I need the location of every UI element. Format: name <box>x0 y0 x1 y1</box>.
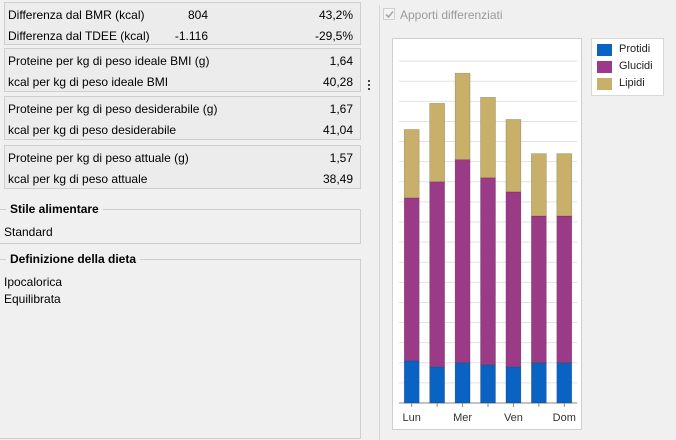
bar-glucidi-mar <box>429 181 445 368</box>
bar-protidi-mar <box>429 366 445 404</box>
attuale-protein-value: 1,57 <box>329 151 353 165</box>
bar-lipidi-ven <box>505 119 522 193</box>
bar-protidi-lun <box>403 360 420 404</box>
bar-lipidi-mar <box>429 103 445 183</box>
legend-swatch-protidi <box>597 44 612 56</box>
bar-glucidi-sab <box>531 215 547 364</box>
x-tick-label: Dom <box>553 412 576 424</box>
bar-protidi-dom <box>556 362 573 404</box>
apporti-checkbox[interactable] <box>383 8 395 20</box>
chart-frame: Lun Mer Ven Dom <box>392 38 582 430</box>
desid-protein-value: 1,67 <box>329 102 353 116</box>
check-icon <box>385 10 394 19</box>
bmr-diff-percent: 43,2% <box>318 8 353 22</box>
legend-swatch-lipidi <box>597 78 612 90</box>
attuale-kcal-value: 38,49 <box>322 172 353 186</box>
bar-glucidi-lun <box>403 197 420 362</box>
bmi-protein-label: Proteine per kg di peso ideale BMI (g) <box>8 54 210 68</box>
x-tick-label: Mer <box>453 412 472 424</box>
tdee-diff-row: Differenza dal TDEE (kcal) -1.116 -29,5% <box>5 25 360 46</box>
bar-glucidi-dom <box>556 215 573 364</box>
desid-kcal-row: kcal per kg di peso desiderabile 41,04 <box>5 119 360 140</box>
bar-protidi-ven <box>505 366 522 404</box>
legend-label-protidi: Protidi <box>619 43 651 55</box>
desid-protein-label: Proteine per kg di peso desiderabile (g) <box>8 102 218 116</box>
legend-label-lipidi: Lipidi <box>619 77 645 89</box>
bar-lipidi-dom <box>556 153 573 217</box>
bar-protidi-sab <box>531 362 547 404</box>
bmi-kcal-row: kcal per kg di peso ideale BMI 40,28 <box>5 71 360 92</box>
bar-lipidi-sab <box>531 153 547 217</box>
stacked-bar-chart: Lun Mer Ven Dom <box>399 60 577 424</box>
stile-alimentare-value: Standard <box>4 225 53 239</box>
stile-alimentare-group: Stile alimentare Standard <box>0 202 361 244</box>
chart-legend: Protidi Glucidi Lipidi <box>591 38 664 96</box>
bar-protidi-gio <box>480 364 496 404</box>
right-panel: Apporti differenziati <box>379 5 676 440</box>
tdee-diff-kcal: -1.116 <box>174 29 208 43</box>
desid-kcal-value: 41,04 <box>322 123 353 137</box>
bmr-diff-kcal: 804 <box>187 8 208 22</box>
x-tick-label: Ven <box>504 412 523 424</box>
attuale-protein-row: Proteine per kg di peso attuale (g) 1,57 <box>5 147 360 168</box>
attuale-protein-label: Proteine per kg di peso attuale (g) <box>8 151 189 165</box>
dieta-line-2: Equilibrata <box>4 292 61 306</box>
bmi-kcal-value: 40,28 <box>322 75 353 89</box>
apporti-label: Apporti differenziati <box>400 8 503 22</box>
bar-lipidi-mer <box>454 72 471 160</box>
bmi-protein-row: Proteine per kg di peso ideale BMI (g) 1… <box>5 50 360 71</box>
bar-glucidi-gio <box>480 177 496 366</box>
bmr-tdee-box: Differenza dal BMR (kcal) 804 43,2% Diff… <box>4 2 361 45</box>
attuale-kcal-label: kcal per kg di peso attuale <box>8 172 148 186</box>
attuale-box: Proteine per kg di peso attuale (g) 1,57… <box>4 145 361 189</box>
bar-glucidi-mer <box>454 159 471 364</box>
bar-lipidi-lun <box>403 129 420 199</box>
attuale-kcal-row: kcal per kg di peso attuale 38,49 <box>5 168 360 189</box>
stile-alimentare-title: Stile alimentare <box>6 202 103 216</box>
tdee-diff-percent: -29,5% <box>314 29 353 43</box>
dieta-line-1: Ipocalorica <box>4 275 63 289</box>
definizione-dieta-title: Definizione della dieta <box>6 252 141 266</box>
splitter-handle[interactable] <box>368 78 372 92</box>
bmi-protein-value: 1,64 <box>329 54 353 68</box>
bmr-diff-row: Differenza dal BMR (kcal) 804 43,2% <box>5 4 360 25</box>
legend-label-glucidi: Glucidi <box>619 60 653 72</box>
bmr-diff-label: Differenza dal BMR (kcal) <box>8 8 145 22</box>
desiderabile-box: Proteine per kg di peso desiderabile (g)… <box>4 96 361 140</box>
bar-lipidi-gio <box>480 97 496 179</box>
bar-protidi-mer <box>454 362 471 404</box>
tdee-diff-label: Differenza dal TDEE (kcal) <box>8 29 150 43</box>
x-tick-label: Lun <box>403 412 421 424</box>
legend-swatch-glucidi <box>597 61 612 73</box>
definizione-dieta-group: Definizione della dieta Ipocalorica Equi… <box>0 252 361 439</box>
bar-glucidi-ven <box>505 191 522 368</box>
bmi-kcal-label: kcal per kg di peso ideale BMI <box>8 75 169 89</box>
desid-kcal-label: kcal per kg di peso desiderabile <box>8 123 177 137</box>
bmi-box: Proteine per kg di peso ideale BMI (g) 1… <box>4 48 361 92</box>
desid-protein-row: Proteine per kg di peso desiderabile (g)… <box>5 98 360 119</box>
